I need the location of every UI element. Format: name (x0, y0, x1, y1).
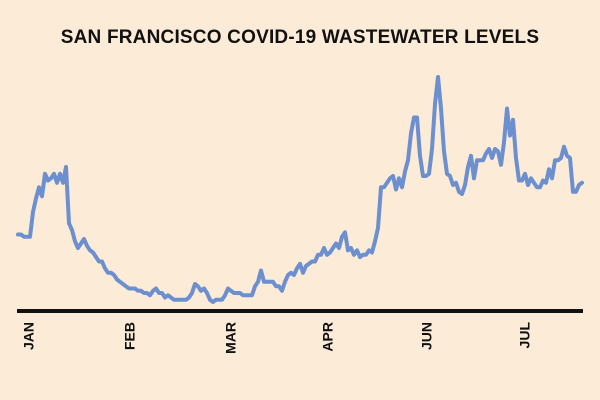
x-tick-labels: JAN FEB MAR APR JUN JUL (21, 322, 533, 354)
chart-title: SAN FRANCISCO COVID-19 WASTEWATER LEVELS (60, 27, 540, 48)
x-tick-label: JUL (517, 322, 533, 349)
x-tick-label: APR (320, 322, 336, 352)
series-line (16, 75, 584, 304)
x-tick-label: MAR (223, 322, 239, 354)
x-tick-label: JAN (21, 322, 37, 350)
series-layer (16, 75, 584, 304)
x-tick-label: FEB (122, 322, 138, 350)
x-tick-label: JUN (419, 322, 435, 350)
